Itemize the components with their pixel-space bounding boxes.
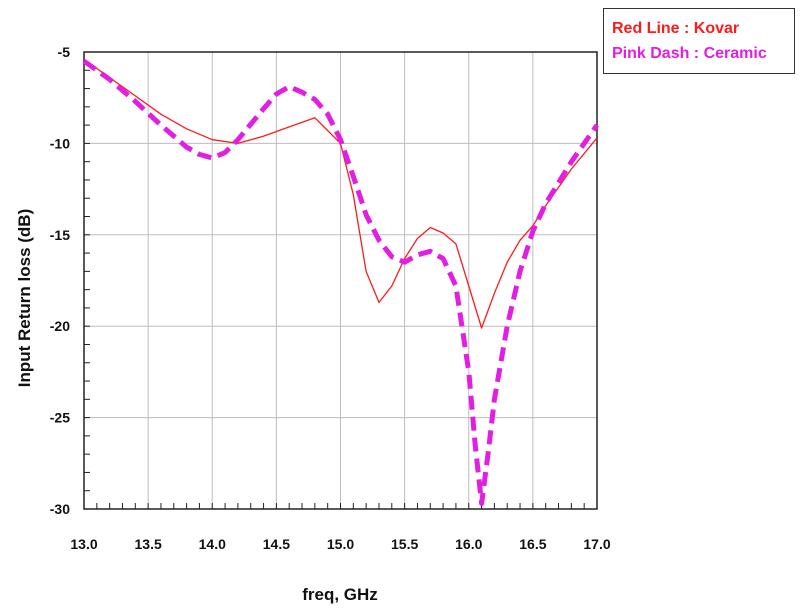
plot-frame [83,51,598,510]
y-tick-label: -15 [50,227,70,243]
y-tick-labels: -5 -10 -15 -20 -25 -30 [50,44,70,517]
x-tick-label: 14.5 [263,536,290,552]
grid [83,51,598,510]
y-tick-label: -10 [50,135,70,151]
x-tick-label: 13.5 [135,536,162,552]
series-line-kovar [83,58,598,329]
y-tick-label: -5 [58,44,71,60]
y-tick-label: -20 [50,318,70,334]
x-tick-label: 15.0 [327,536,354,552]
legend: Red Line : Kovar Pink Dash : Ceramic [603,8,795,74]
x-tick-label: 14.0 [199,536,226,552]
x-tick-label: 15.5 [391,536,418,552]
series-line-ceramic [82,59,600,506]
y-tick-label: -30 [50,501,70,517]
x-tick-label: 17.0 [583,536,610,552]
x-tick-label: 16.0 [455,536,482,552]
y-axis-title: Input Return loss (dB) [15,209,34,387]
x-tick-labels: 13.0 13.5 14.0 14.5 15.0 15.5 16.0 16.5 17.0 [70,536,610,552]
legend-entry-kovar: Red Line : Kovar [612,20,740,37]
x-tick-label: 13.0 [70,536,97,552]
y-tick-label: -25 [50,410,70,426]
x-axis-title: freq, GHz [302,585,378,604]
legend-entry-ceramic: Pink Dash : Ceramic [612,45,767,62]
x-tick-label: 16.5 [519,536,546,552]
series-layer [82,58,600,506]
